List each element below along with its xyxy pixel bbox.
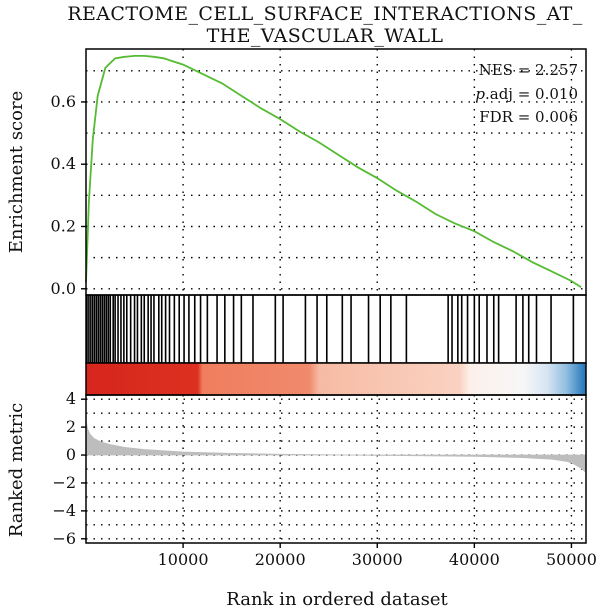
x-tick-label-4: 50000	[546, 550, 597, 569]
x-tick-label-3: 40000	[449, 550, 500, 569]
es-y-tick-label-1: 0.2	[51, 216, 76, 235]
x-tick-label-1: 20000	[255, 550, 306, 569]
x-tick-label-2: 30000	[352, 550, 403, 569]
chart-title-line-1: REACTOME_CELL_SURFACE_INTERACTIONS_AT_	[67, 3, 582, 25]
es-y-tick-label-0: 0.0	[51, 279, 76, 298]
enrichment-score-curve	[85, 55, 582, 288]
ranked-metric-frame	[85, 394, 587, 544]
x-tick-label-0: 10000	[158, 550, 209, 569]
gene-hit-ticks	[86, 295, 575, 363]
padj-prefix: p	[475, 85, 485, 103]
padj-stat: p.adj = 0.010	[475, 85, 578, 103]
ranked-metric-fill	[85, 420, 587, 474]
rm-y-tick-label-1: 2	[66, 417, 76, 436]
x-axis: 10000 20000 30000 40000 50000	[158, 543, 597, 569]
stats-annotation: NES = 2.257 p.adj = 0.010 FDR = 0.006	[475, 61, 578, 126]
chart-title-line-2: THE_VASCULAR_WALL	[207, 25, 444, 47]
enrichment-y-label: Enrichment score	[6, 91, 27, 253]
ranked-color-bar	[86, 363, 586, 395]
padj-rest: .adj = 0.010	[485, 85, 578, 103]
ranked-metric-grid	[86, 395, 586, 543]
fdr-stat: FDR = 0.006	[479, 108, 578, 126]
ranked-metric-y-axis: 4 2 0 −2 −4 −6	[52, 389, 86, 548]
es-y-tick-label-3: 0.6	[51, 92, 76, 111]
x-axis-label: Rank in ordered dataset	[226, 589, 448, 610]
enrichment-y-axis: 0.0 0.2 0.4 0.6	[51, 92, 86, 298]
ranked-metric-y-label: Ranked metric	[6, 403, 27, 538]
rm-y-tick-label-3: −2	[52, 473, 76, 492]
rm-y-tick-label-5: −6	[52, 529, 76, 548]
rm-y-tick-label-0: 4	[66, 389, 76, 408]
rm-y-tick-label-2: 0	[66, 445, 76, 464]
enrichment-score-line	[85, 55, 582, 288]
rm-y-tick-label-4: −4	[52, 501, 76, 520]
ranked-metric-area	[85, 420, 587, 474]
enrichment-grid	[86, 49, 586, 295]
es-y-tick-label-2: 0.4	[51, 154, 76, 173]
nes-stat: NES = 2.257	[479, 61, 578, 79]
